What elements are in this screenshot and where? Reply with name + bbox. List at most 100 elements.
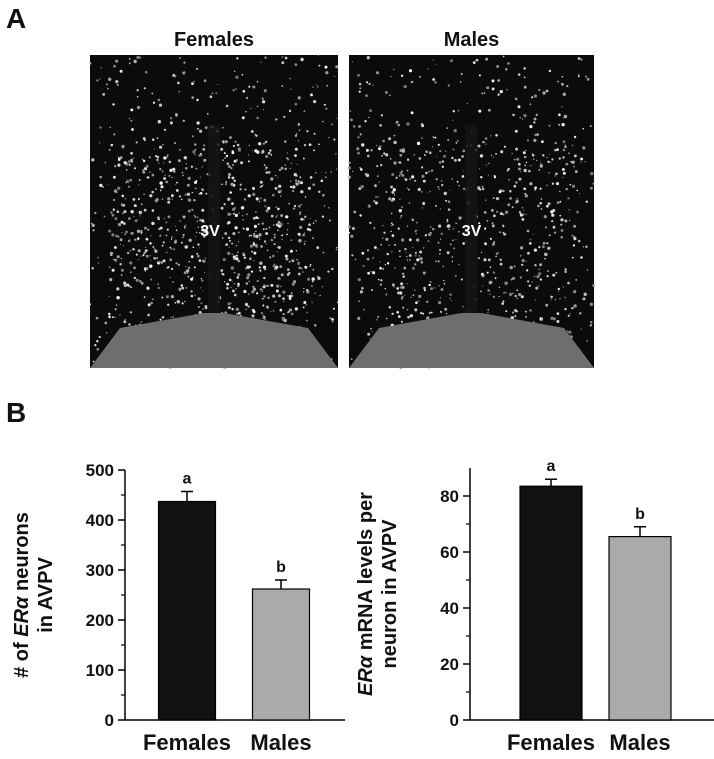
speckle: [145, 237, 149, 241]
speckle: [560, 229, 564, 232]
speckle: [518, 177, 522, 181]
speckle: [238, 212, 240, 214]
speckle: [391, 234, 395, 237]
speckle: [429, 226, 432, 228]
speckle: [322, 251, 325, 254]
speckle: [136, 239, 138, 241]
speckle: [415, 221, 418, 224]
speckle: [566, 84, 569, 88]
speckle: [227, 197, 231, 201]
speckle: [429, 281, 432, 283]
speckle: [239, 183, 242, 186]
speckle: [533, 94, 538, 98]
speckle: [523, 76, 526, 79]
speckle: [303, 243, 306, 245]
speckle: [161, 316, 165, 319]
speckle: [273, 243, 276, 246]
speckle: [564, 145, 567, 148]
speckle: [259, 269, 262, 272]
speckle: [518, 293, 522, 297]
speckle: [156, 257, 159, 260]
speckle: [273, 236, 276, 239]
speckle: [526, 229, 530, 233]
speckle: [153, 148, 155, 150]
speckle: [159, 234, 162, 237]
speckle: [262, 142, 265, 145]
speckle: [418, 157, 422, 160]
speckle: [139, 215, 141, 217]
speckle: [259, 288, 262, 291]
speckle: [117, 155, 119, 157]
speckle: [180, 287, 183, 289]
speckle: [176, 181, 178, 184]
speckle: [265, 155, 269, 158]
speckle: [391, 222, 393, 225]
speckle: [292, 185, 296, 189]
speckle: [166, 251, 168, 254]
speckle: [486, 220, 489, 222]
speckle: [294, 307, 298, 311]
speckle: [185, 167, 188, 170]
speckle: [441, 180, 443, 182]
speckle: [528, 284, 531, 287]
speckle: [138, 184, 140, 186]
speckle: [328, 137, 330, 139]
speckle: [379, 261, 381, 263]
speckle: [286, 233, 288, 236]
speckle: [554, 298, 557, 301]
speckle: [225, 104, 229, 108]
speckle: [528, 169, 531, 173]
speckle: [254, 133, 257, 136]
speckle: [416, 258, 420, 262]
speckle: [237, 148, 241, 152]
speckle: [113, 258, 115, 261]
speckle: [166, 156, 168, 158]
speckle: [272, 224, 275, 226]
speckle: [170, 316, 172, 318]
speckle: [369, 221, 372, 224]
speckle: [246, 276, 249, 279]
speckle: [137, 249, 141, 253]
speckle: [477, 144, 481, 148]
speckle: [223, 273, 225, 276]
speckle: [499, 231, 501, 234]
speckle: [501, 302, 505, 305]
speckle: [486, 271, 489, 274]
speckle: [239, 188, 242, 191]
speckle: [203, 235, 206, 238]
speckle: [255, 230, 257, 232]
speckle: [184, 225, 186, 228]
speckle: [114, 246, 117, 249]
speckle: [269, 149, 272, 152]
speckle: [119, 314, 121, 316]
speckle: [124, 198, 126, 200]
speckle: [265, 228, 268, 230]
speckle: [457, 109, 460, 112]
speckle: [198, 192, 201, 195]
speckle: [180, 198, 183, 201]
speckle: [198, 259, 202, 262]
speckle: [284, 140, 287, 143]
speckle: [250, 234, 253, 237]
speckle: [145, 267, 149, 270]
speckle: [221, 183, 223, 186]
speckle: [373, 227, 376, 230]
speckle: [277, 207, 280, 211]
speckle: [548, 69, 552, 73]
speckle: [289, 110, 292, 113]
speckle: [450, 59, 453, 63]
y-axis-label: neuron in AVPV: [379, 519, 401, 669]
speckle: [265, 232, 268, 235]
speckle: [558, 157, 561, 160]
speckle: [143, 208, 147, 212]
speckle: [248, 160, 250, 163]
speckle: [505, 68, 508, 71]
speckle: [540, 208, 543, 210]
speckle: [277, 246, 281, 249]
ventricle: [208, 125, 220, 328]
speckle: [365, 94, 368, 97]
speckle: [252, 285, 255, 289]
speckle: [577, 57, 581, 60]
speckle: [568, 330, 572, 334]
